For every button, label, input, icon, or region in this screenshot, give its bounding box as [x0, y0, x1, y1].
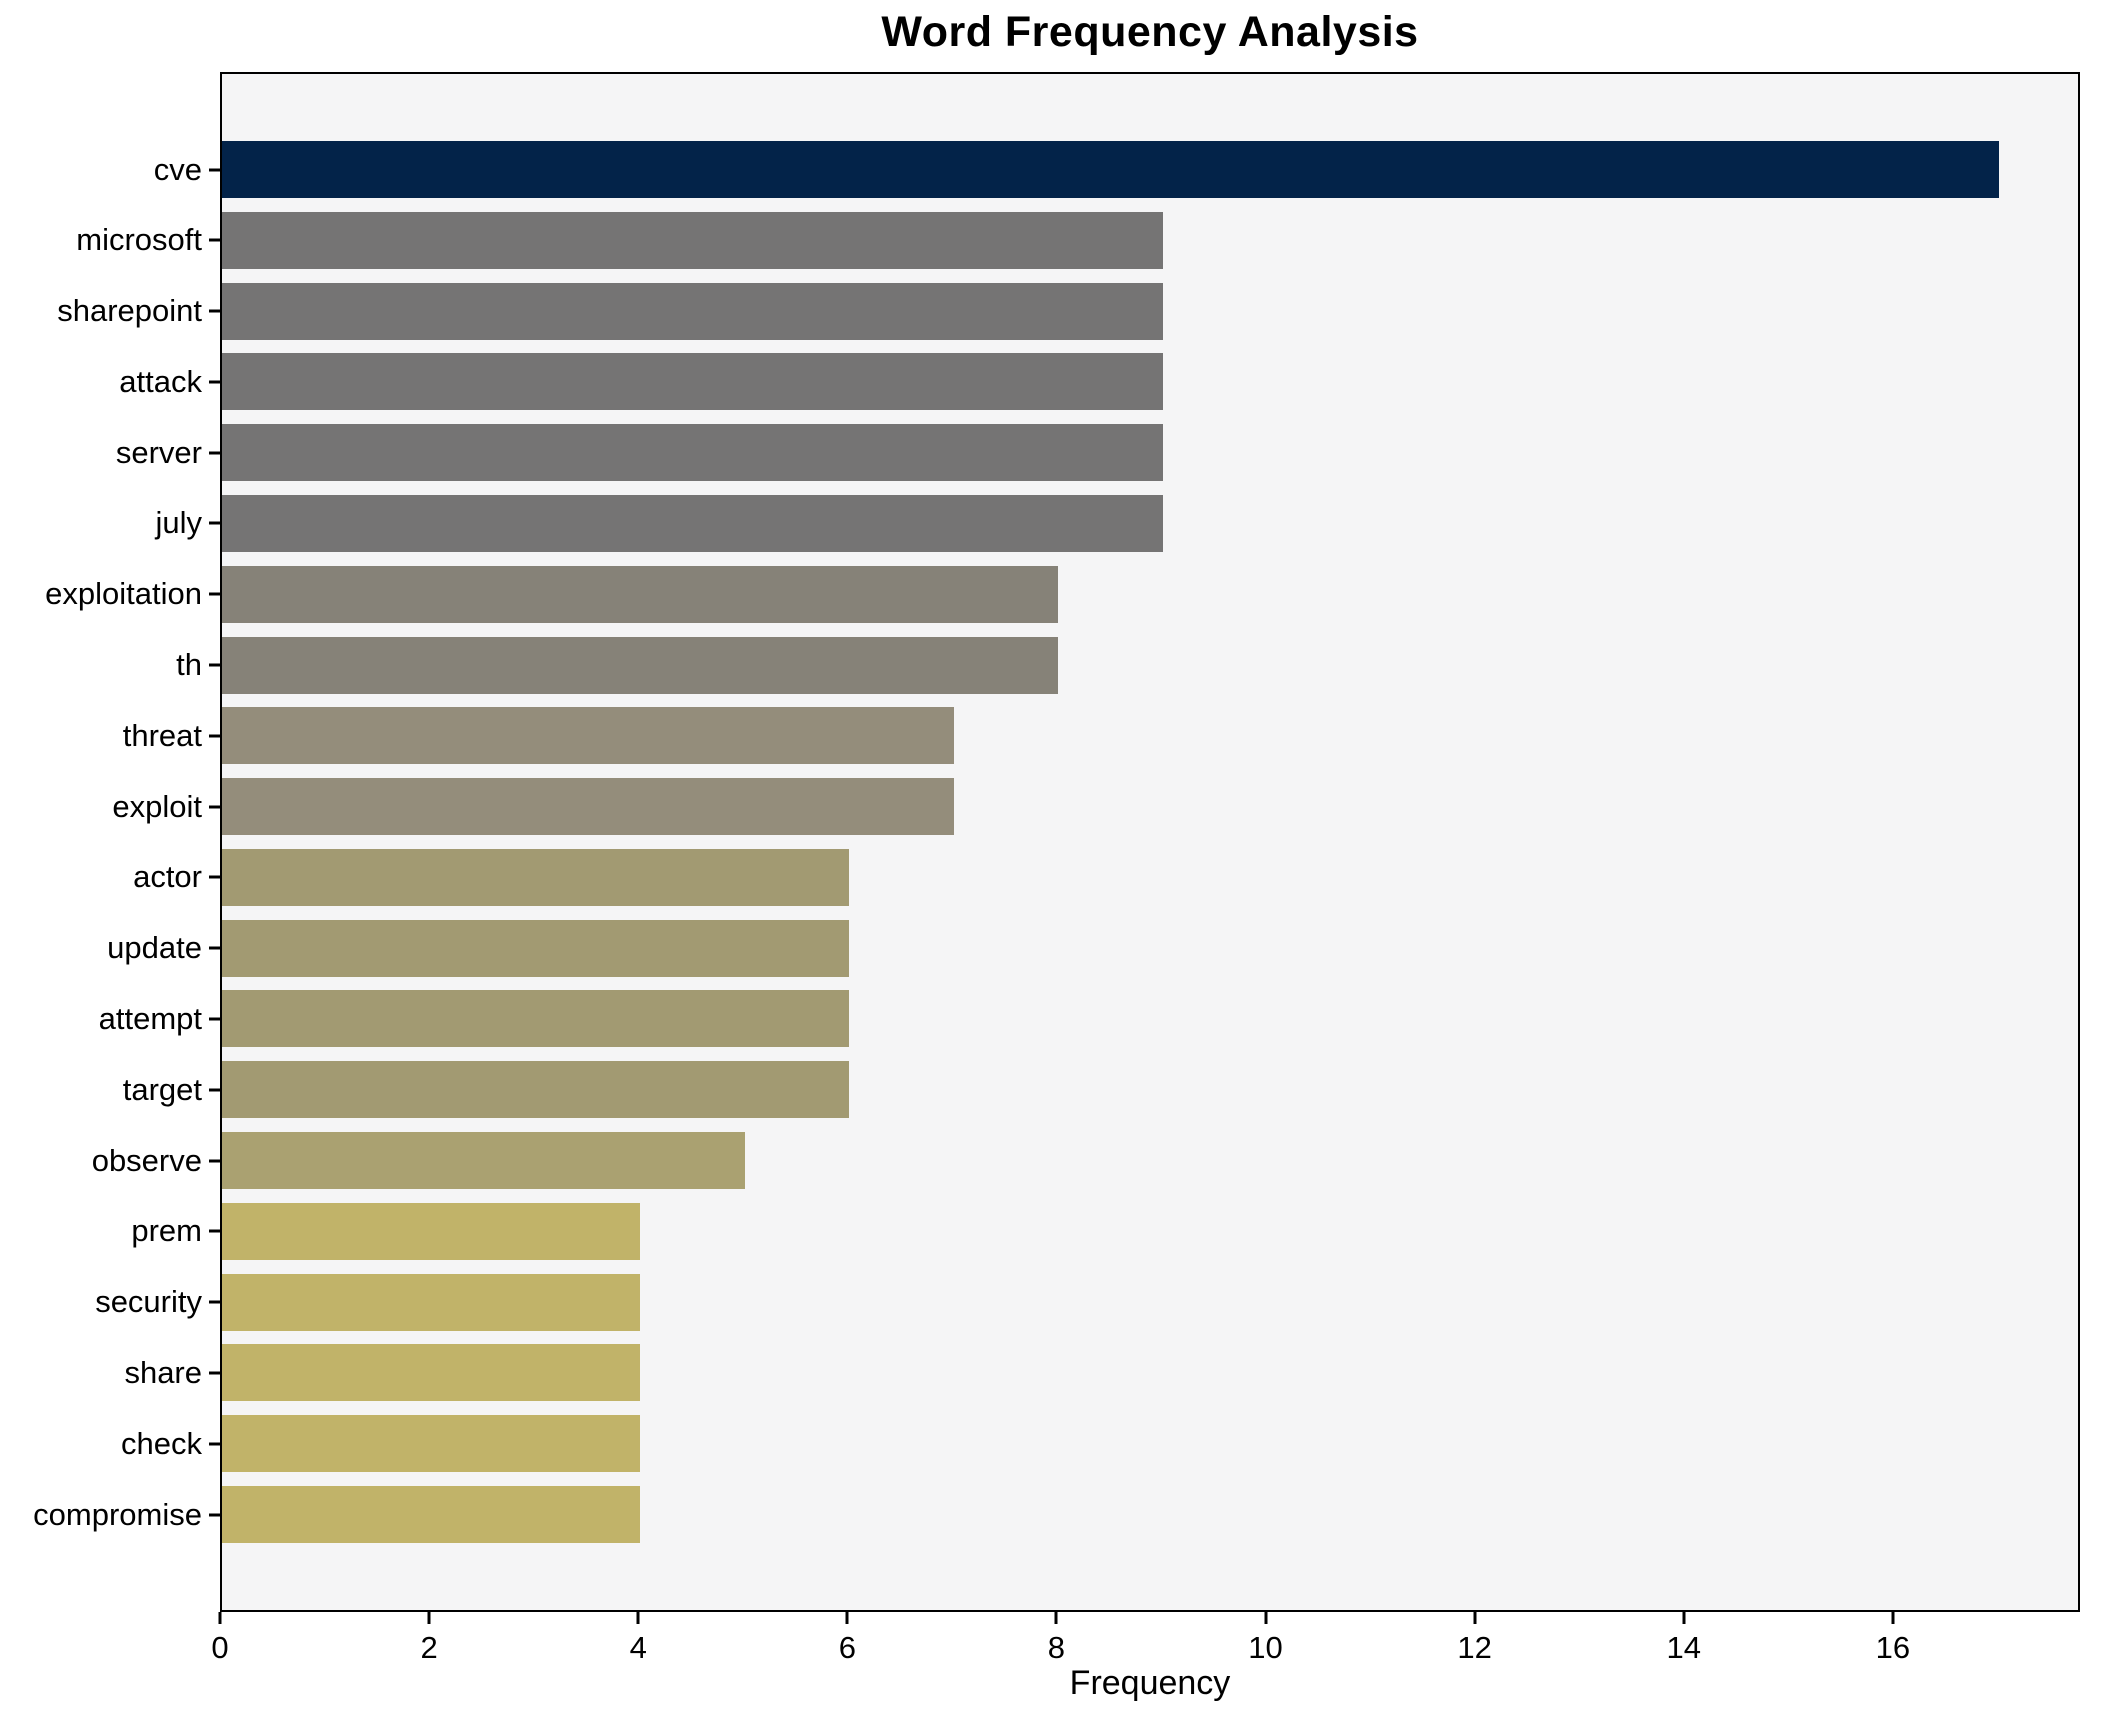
y-tick-mark	[209, 1159, 220, 1163]
chart-title: Word Frequency Analysis	[881, 8, 1419, 56]
y-tick-mark	[209, 805, 220, 809]
y-tick-mark	[209, 1229, 220, 1233]
y-tick-mark	[209, 1088, 220, 1092]
x-tick-label: 14	[1666, 1630, 1701, 1665]
bar-th	[222, 636, 1059, 694]
x-tick-mark	[218, 1612, 222, 1624]
y-tick-label: prem	[131, 1213, 202, 1249]
y-tick-mark	[209, 592, 220, 596]
bar-threat	[222, 707, 954, 765]
bar-actor	[222, 848, 850, 906]
x-tick-label: 6	[838, 1630, 856, 1665]
y-tick-label: check	[121, 1425, 202, 1461]
y-tick-label: actor	[133, 859, 202, 895]
bar-compromise	[222, 1486, 641, 1543]
x-tick-mark	[1054, 1612, 1058, 1624]
x-tick-mark	[845, 1612, 849, 1624]
y-tick-label: microsoft	[76, 222, 202, 258]
x-tick-mark	[1891, 1612, 1895, 1624]
y-tick-mark	[209, 168, 220, 171]
bar-share	[222, 1344, 641, 1402]
bar-sharepoint	[222, 282, 1163, 340]
y-tick-label: th	[176, 647, 202, 683]
y-tick-label: security	[95, 1284, 202, 1320]
y-tick-label: cve	[153, 151, 202, 187]
y-tick-mark	[209, 875, 220, 879]
x-tick-label: 10	[1248, 1630, 1283, 1665]
y-tick-label: compromise	[33, 1496, 202, 1532]
y-tick-mark	[209, 1017, 220, 1021]
y-tick-mark	[209, 1300, 220, 1304]
y-tick-label: sharepoint	[57, 293, 202, 329]
bar-exploit	[222, 778, 954, 836]
y-tick-mark	[209, 238, 220, 242]
x-tick-mark	[1682, 1612, 1686, 1624]
y-tick-mark	[209, 380, 220, 384]
bar-update	[222, 919, 850, 977]
y-tick-mark	[209, 946, 220, 950]
y-tick-label: attack	[119, 363, 202, 399]
bar-attempt	[222, 990, 850, 1048]
y-tick-label: threat	[122, 717, 202, 753]
x-tick-label: 8	[1047, 1630, 1066, 1665]
x-tick-label: 0	[211, 1630, 229, 1665]
bar-security	[222, 1273, 641, 1331]
y-tick-mark	[209, 309, 220, 313]
x-tick-mark	[1264, 1612, 1268, 1624]
y-tick-label: exploitation	[45, 576, 202, 612]
x-tick-label: 12	[1457, 1630, 1492, 1665]
y-tick-label: update	[107, 930, 202, 966]
x-tick-mark	[1473, 1612, 1477, 1624]
y-tick-label: target	[122, 1071, 202, 1107]
y-tick-mark	[209, 1513, 220, 1516]
y-tick-mark	[209, 734, 220, 738]
y-tick-label: exploit	[112, 788, 202, 824]
y-tick-mark	[209, 521, 220, 525]
bar-attack	[222, 353, 1163, 411]
y-tick-label: server	[115, 434, 202, 470]
x-axis-label: Frequency	[1069, 1664, 1231, 1702]
x-tick-mark	[636, 1612, 640, 1624]
y-tick-mark	[209, 451, 220, 455]
y-tick-mark	[209, 663, 220, 667]
bar-observe	[222, 1132, 745, 1190]
bar-exploitation	[222, 565, 1059, 623]
y-tick-mark	[209, 1371, 220, 1375]
bar-prem	[222, 1202, 641, 1260]
y-tick-mark	[209, 1442, 220, 1446]
x-tick-mark	[427, 1612, 431, 1624]
bar-check	[222, 1415, 641, 1473]
bar-microsoft	[222, 211, 1163, 269]
x-tick-label: 16	[1875, 1630, 1911, 1665]
y-tick-label: share	[124, 1354, 202, 1390]
bar-july	[222, 494, 1163, 552]
y-tick-label: observe	[91, 1142, 202, 1178]
y-tick-label: july	[155, 505, 202, 541]
x-tick-label: 4	[629, 1630, 647, 1665]
bar-server	[222, 424, 1163, 482]
bar-target	[222, 1061, 850, 1119]
y-tick-label: attempt	[98, 1000, 202, 1036]
bar-cve	[222, 141, 2000, 198]
x-tick-label: 2	[420, 1630, 438, 1665]
